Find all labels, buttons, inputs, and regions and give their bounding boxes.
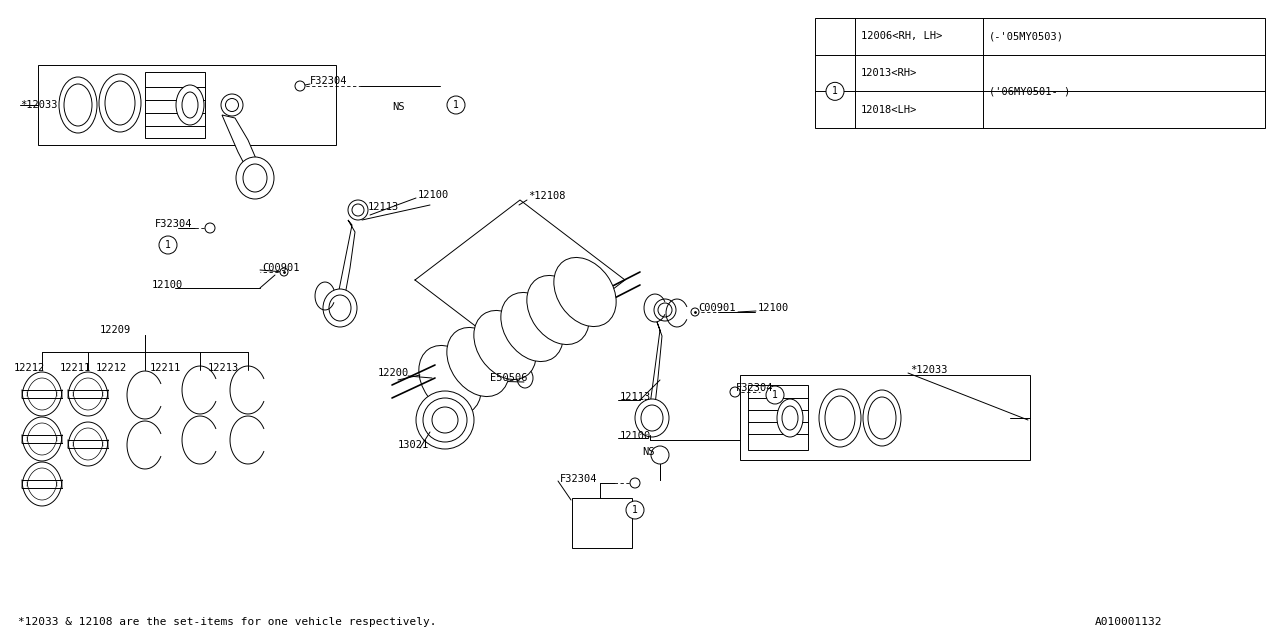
Ellipse shape [348,200,369,220]
Circle shape [294,81,305,91]
Ellipse shape [863,390,901,446]
Ellipse shape [447,328,509,397]
Ellipse shape [635,399,669,437]
Circle shape [765,386,783,404]
Ellipse shape [105,81,134,125]
Text: 1: 1 [632,505,637,515]
Text: *12033: *12033 [20,100,58,110]
Text: C00901: C00901 [262,263,300,273]
Ellipse shape [416,391,474,449]
Circle shape [205,223,215,233]
Ellipse shape [433,407,458,433]
Circle shape [159,236,177,254]
Text: 12113: 12113 [620,392,652,402]
Ellipse shape [868,397,896,439]
Text: 12006<RH, LH>: 12006<RH, LH> [861,31,942,42]
Ellipse shape [819,389,861,447]
Circle shape [447,96,465,114]
Circle shape [630,478,640,488]
Ellipse shape [177,85,204,125]
Text: *12033: *12033 [910,365,947,375]
Ellipse shape [474,310,536,380]
Text: ('06MY0501- ): ('06MY0501- ) [989,86,1070,97]
Polygon shape [335,220,355,306]
Ellipse shape [99,74,141,132]
Ellipse shape [826,396,855,440]
Text: 1: 1 [772,390,778,400]
Ellipse shape [654,299,676,321]
Text: 12100: 12100 [620,431,652,441]
Text: 12212: 12212 [14,363,45,373]
Ellipse shape [554,257,616,326]
Circle shape [280,268,288,276]
Ellipse shape [641,405,663,431]
Ellipse shape [182,92,198,118]
Text: 12211: 12211 [150,363,182,373]
Circle shape [691,308,699,316]
Polygon shape [648,322,662,414]
Text: 12113: 12113 [369,202,399,212]
Text: F32304: F32304 [155,219,192,229]
Text: 12018<LH>: 12018<LH> [861,105,918,115]
Text: 1: 1 [832,86,838,97]
Ellipse shape [243,164,268,192]
Ellipse shape [329,295,351,321]
Ellipse shape [236,157,274,199]
Text: 1: 1 [453,100,460,110]
Text: A010001132: A010001132 [1094,617,1162,627]
Text: *12033 & 12108 are the set-items for one vehicle respectively.: *12033 & 12108 are the set-items for one… [18,617,436,627]
Bar [145,72,205,138]
Bar [572,498,632,548]
Text: 1: 1 [165,240,172,250]
Circle shape [826,83,844,100]
Text: 12213: 12213 [207,363,239,373]
Ellipse shape [652,446,669,464]
Text: 12100: 12100 [758,303,790,313]
Ellipse shape [59,77,97,133]
Text: 12100: 12100 [419,190,449,200]
Ellipse shape [782,406,797,430]
Text: C00901: C00901 [698,303,736,313]
Circle shape [730,387,740,397]
Ellipse shape [225,99,238,111]
Text: (-'05MY0503): (-'05MY0503) [989,31,1064,42]
Text: 12013<RH>: 12013<RH> [861,68,918,78]
Text: F32304: F32304 [310,76,347,86]
Text: 12212: 12212 [96,363,127,373]
Ellipse shape [419,346,481,415]
Ellipse shape [64,84,92,126]
Text: F32304: F32304 [736,383,773,393]
Ellipse shape [500,292,563,362]
Ellipse shape [352,204,364,216]
Text: 12200: 12200 [378,368,410,378]
Text: 12100: 12100 [152,280,183,290]
Ellipse shape [527,275,589,344]
Bar [38,65,335,145]
Circle shape [626,501,644,519]
Bar [748,385,808,450]
Text: E50506: E50506 [490,373,527,383]
Ellipse shape [422,398,467,442]
Ellipse shape [658,303,672,317]
Polygon shape [221,115,262,175]
Bar [740,375,1030,460]
Text: 12209: 12209 [100,325,132,335]
Ellipse shape [221,94,243,116]
Text: F32304: F32304 [561,474,598,484]
Bar [815,18,1265,128]
Text: NS: NS [643,447,654,457]
Text: *12108: *12108 [529,191,566,201]
Ellipse shape [777,399,803,437]
Text: 12211: 12211 [60,363,91,373]
Text: 13021: 13021 [398,440,429,450]
Ellipse shape [517,368,532,388]
Ellipse shape [323,289,357,327]
Text: NS: NS [392,102,404,112]
